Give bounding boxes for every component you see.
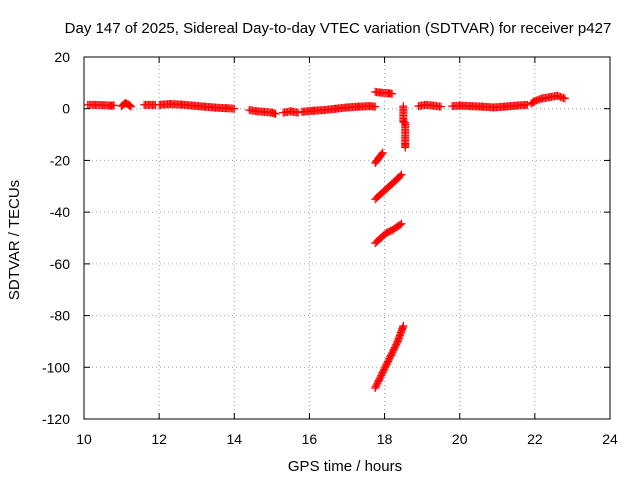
data-point [388, 89, 397, 98]
data-point [523, 100, 532, 109]
data-point [397, 219, 406, 228]
data-point [378, 148, 387, 157]
y-axis-label: SDTVAR / TECUs [6, 180, 23, 300]
x-tick-label: 24 [602, 431, 618, 447]
data-point [399, 321, 408, 330]
data-point [126, 101, 135, 110]
x-tick-label: 18 [377, 431, 393, 447]
axis-ticks [83, 56, 611, 420]
data-point [436, 102, 445, 111]
tick-labels: 10 12 14 16 18 20 22 24 20 0 -20 -40 -60 -80 -100 -120 [42, 49, 618, 447]
data-point [294, 108, 303, 117]
y-tick-label: -60 [50, 256, 70, 272]
y-tick-label: 0 [62, 101, 70, 117]
x-tick-label: 20 [452, 431, 468, 447]
data-point [397, 170, 406, 179]
data-point [110, 101, 119, 110]
data-point [401, 143, 410, 152]
y-tick-label: -120 [42, 411, 70, 427]
x-tick-label: 14 [226, 431, 242, 447]
chart-title: Day 147 of 2025, Sidereal Day-to-day VTE… [65, 20, 612, 37]
data-point [396, 171, 405, 180]
data-point [126, 102, 135, 111]
y-tick-label: -100 [42, 359, 70, 375]
y-tick-label: -20 [50, 152, 70, 168]
y-tick-label: -80 [50, 308, 70, 324]
y-tick-label: 20 [54, 49, 70, 65]
data-point [230, 104, 239, 113]
data-point [560, 94, 569, 103]
x-tick-label: 10 [76, 431, 92, 447]
x-axis-label: GPS time / hours [288, 458, 402, 475]
x-tick-label: 22 [527, 431, 543, 447]
data-point [371, 102, 380, 111]
y-tick-label: -40 [50, 204, 70, 220]
x-tick-label: 16 [302, 431, 318, 447]
data-points [83, 87, 569, 392]
plot-frame [83, 56, 611, 420]
data-point [396, 220, 405, 229]
x-tick-label: 12 [151, 431, 167, 447]
data-point [377, 149, 386, 158]
data-point [271, 109, 280, 118]
data-point [125, 100, 134, 109]
